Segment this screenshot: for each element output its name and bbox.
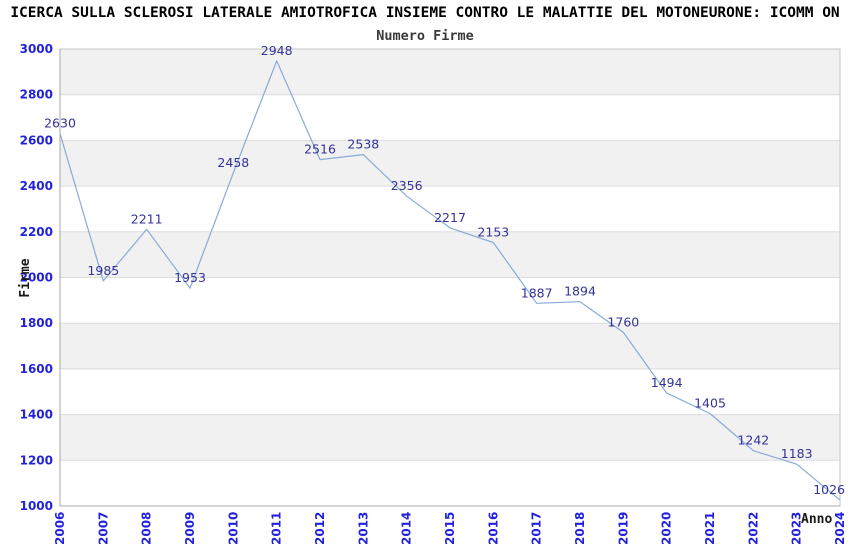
data-point-label: 2153 [477,225,509,240]
x-tick: 2013 [356,512,370,545]
x-tick: 2007 [96,512,110,545]
data-line [59,60,841,501]
y-tick-label: 3000 [20,42,53,56]
x-tick-label: 2023 [790,512,804,545]
x-axis-title: Anno [801,512,833,527]
x-tick: 2014 [400,512,414,545]
x-tick: 2010 [226,512,240,545]
x-tick: 2009 [183,512,197,545]
x-tick-label: 2012 [313,512,327,545]
x-tick-label: 2009 [183,512,197,545]
grid-band [60,323,840,369]
data-point-label: 2217 [434,210,466,225]
y-tick-label: 2200 [20,225,53,239]
y-tick-label: 2800 [20,88,53,102]
x-tick-label: 2020 [660,512,674,545]
data-point-label: 1887 [521,285,553,300]
x-tick: 2023 [790,512,804,545]
grid-band [60,231,840,278]
x-tick-label: 2011 [270,512,284,545]
x-tick-label: 2018 [573,512,587,545]
data-point-label: 2630 [44,116,76,131]
grid-band [60,49,840,95]
data-point-label: 1242 [737,433,769,448]
x-tick-label: 2010 [226,512,240,545]
x-tick-label: 2014 [400,512,414,545]
data-point-label: 2458 [217,155,249,170]
y-tick-label: 1000 [20,499,53,513]
chart-subtitle: Numero Firme [376,28,474,44]
x-tick: 2017 [530,512,544,545]
y-tick-label: 1800 [20,316,53,330]
x-tick: 2018 [573,512,587,545]
y-tick-label: 1600 [20,362,53,376]
data-point-label: 1985 [87,263,119,278]
x-tick: 2024 [833,512,847,545]
data-point-label: 2538 [347,137,379,152]
x-tick-label: 2007 [96,512,110,545]
y-tick-label: 1400 [20,408,53,422]
data-point-label: 2516 [304,142,336,157]
x-tick: 2006 [53,512,67,545]
x-tick-label: 2019 [616,512,630,545]
x-tick: 2020 [660,512,674,545]
x-tick-label: 2006 [53,512,67,545]
x-tick-label: 2024 [833,512,847,545]
x-tick-label: 2021 [703,512,717,545]
y-tick-label: 2400 [20,179,53,193]
x-tick-label: 2017 [530,512,544,545]
x-tick: 2019 [616,512,630,545]
x-tick-label: 2015 [443,512,457,545]
grid-band [60,414,840,461]
data-point-label: 1953 [174,270,206,285]
data-point-label: 2211 [131,211,163,226]
x-tick-label: 2022 [746,512,760,545]
y-tick-label: 2000 [20,271,53,285]
x-tick: 2022 [746,512,760,545]
x-tick: 2008 [140,512,154,545]
data-point-label: 2356 [391,178,423,193]
data-point-label: 1183 [781,446,813,461]
chart-title: ICERCA SULLA SCLEROSI LATERALE AMIOTROFI… [10,5,840,21]
data-point-label: 1026 [813,482,845,497]
data-point-label: 1760 [607,314,639,329]
y-tick-label: 2600 [20,133,53,147]
x-tick: 2011 [270,512,284,545]
grid-band [60,140,840,187]
y-axis-title: Firme [18,258,33,298]
x-tick: 2015 [443,512,457,545]
data-point-label: 1494 [651,375,683,390]
x-tick: 2016 [486,512,500,545]
x-tick-label: 2013 [356,512,370,545]
y-tick-label: 1200 [20,453,53,467]
x-tick-label: 2008 [140,512,154,545]
data-point-label: 1894 [564,284,596,299]
x-tick-label: 2016 [486,512,500,545]
x-tick: 2021 [703,512,717,545]
data-point-label: 2948 [261,43,293,58]
x-tick: 2012 [313,512,327,545]
data-point-label: 1405 [694,395,726,410]
